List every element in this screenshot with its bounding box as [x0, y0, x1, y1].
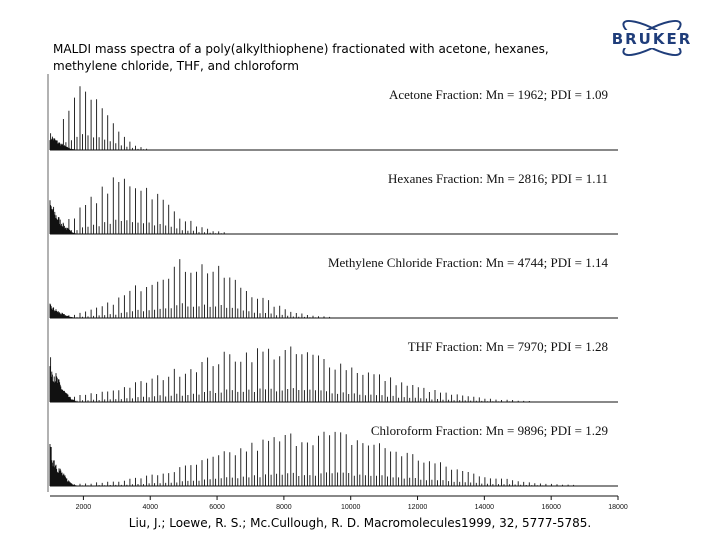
oligomer-peaks	[62, 177, 228, 234]
oligomer-peaks	[62, 86, 150, 150]
title-line-1: MALDI mass spectra of a poly(alkylthioph…	[53, 42, 549, 56]
oligomer-peaks	[62, 346, 533, 402]
series-label: Acetone Fraction: Mn = 1962; PDI = 1.09	[389, 87, 608, 102]
low-mass-noise	[49, 303, 79, 318]
oligomer-peaks	[62, 259, 333, 318]
low-mass-noise	[49, 444, 80, 486]
x-tick-label: 10000	[341, 504, 361, 511]
spectra-svg: Acetone Fraction: Mn = 1962; PDI = 1.09 H…	[47, 74, 628, 511]
x-tick-label: 2000	[76, 504, 92, 511]
spectrum-acetone-fraction: Acetone Fraction: Mn = 1962; PDI = 1.09	[49, 86, 618, 151]
spectrum-chloroform-fraction: Chloroform Fraction: Mn = 9896; PDI = 1.…	[49, 423, 618, 487]
citation: Liu, J.; Loewe, R. S.; Mc.Cullough, R. D…	[128, 516, 592, 530]
low-mass-noise	[49, 357, 80, 402]
low-mass-noise	[49, 133, 79, 150]
x-tick-label: 4000	[142, 504, 158, 511]
low-mass-noise	[49, 200, 79, 234]
spectrum-thf-fraction: THF Fraction: Mn = 7970; PDI = 1.28	[49, 339, 618, 403]
oligomer-peaks	[62, 431, 577, 486]
series-label: Hexanes Fraction: Mn = 2816; PDI = 1.11	[388, 171, 608, 186]
x-tick-label: 6000	[209, 504, 225, 511]
series-label: THF Fraction: Mn = 7970; PDI = 1.28	[408, 339, 608, 354]
title-line-2: methylene chloride, THF, and chloroform	[53, 59, 299, 73]
x-tick-label: 18000	[608, 504, 628, 511]
slide-title: MALDI mass spectra of a poly(alkylthioph…	[53, 41, 573, 75]
series-label: Chloroform Fraction: Mn = 9896; PDI = 1.…	[371, 423, 608, 438]
spectrum-hexanes-fraction: Hexanes Fraction: Mn = 2816; PDI = 1.11	[49, 171, 618, 235]
x-tick-label: 12000	[408, 504, 428, 511]
logo-text: BRUKER	[611, 30, 693, 48]
x-tick-label: 16000	[541, 504, 561, 511]
spectrum-methylene-chloride-fraction: Methylene Chloride Fraction: Mn = 4744; …	[49, 255, 618, 319]
atom-logo-icon	[608, 20, 696, 56]
x-tick-label: 14000	[475, 504, 495, 511]
maldi-spectra-chart: Acetone Fraction: Mn = 1962; PDI = 1.09 H…	[40, 70, 640, 512]
x-tick-label: 8000	[276, 504, 292, 511]
series-label: Methylene Chloride Fraction: Mn = 4744; …	[328, 255, 609, 270]
bruker-logo: BRUKER	[598, 10, 706, 74]
